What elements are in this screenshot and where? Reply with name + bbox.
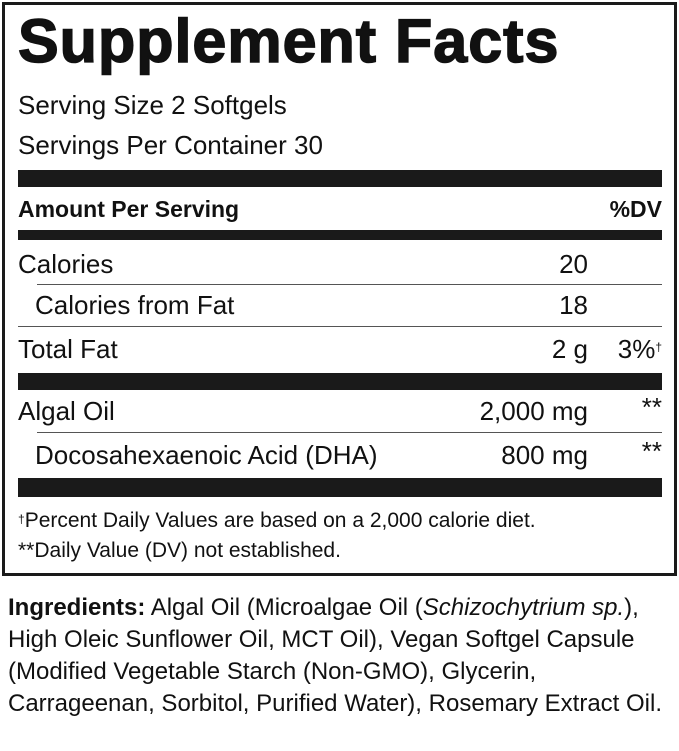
servings-per-container: Servings Per Container 30 [18,130,323,160]
row-name: Calories from Fat [35,290,235,320]
row-amount: 2,000 mg [479,396,588,426]
row-amount: 800 mg [501,440,588,470]
panel-title: Supplement Facts [17,6,560,76]
row-dv: 3%† [617,334,662,364]
row-name: Docosahexaenoic Acid (DHA) [35,440,378,470]
dv-header: %DV [609,196,662,222]
row-divider [18,326,662,327]
footnote-percent-dv: †Percent Daily Values are based on a 2,0… [18,509,536,532]
row-name: Total Fat [18,334,118,364]
divider-thick [18,478,662,497]
supplement-facts-panel [2,2,677,576]
row-divider [37,432,662,433]
row-name: Calories [18,249,114,279]
footnote-dv-not-established: **Daily Value (DV) not established. [18,539,341,562]
ingredients-text: Ingredients: Algal Oil (Microalgae Oil (… [8,594,663,717]
serving-size: Serving Size 2 Softgels [18,90,287,120]
amount-per-serving-header: Amount Per Serving [18,196,240,222]
row-amount: 2 g [551,334,588,364]
row-divider [37,284,662,285]
divider-thick [18,373,662,390]
divider-thick [18,170,662,187]
row-amount: 20 [559,249,588,279]
divider-medium [18,230,662,240]
row-amount: 18 [559,290,588,320]
row-dv: ** [641,392,662,422]
row-dv: ** [641,436,662,466]
row-name: Algal Oil [18,396,115,426]
